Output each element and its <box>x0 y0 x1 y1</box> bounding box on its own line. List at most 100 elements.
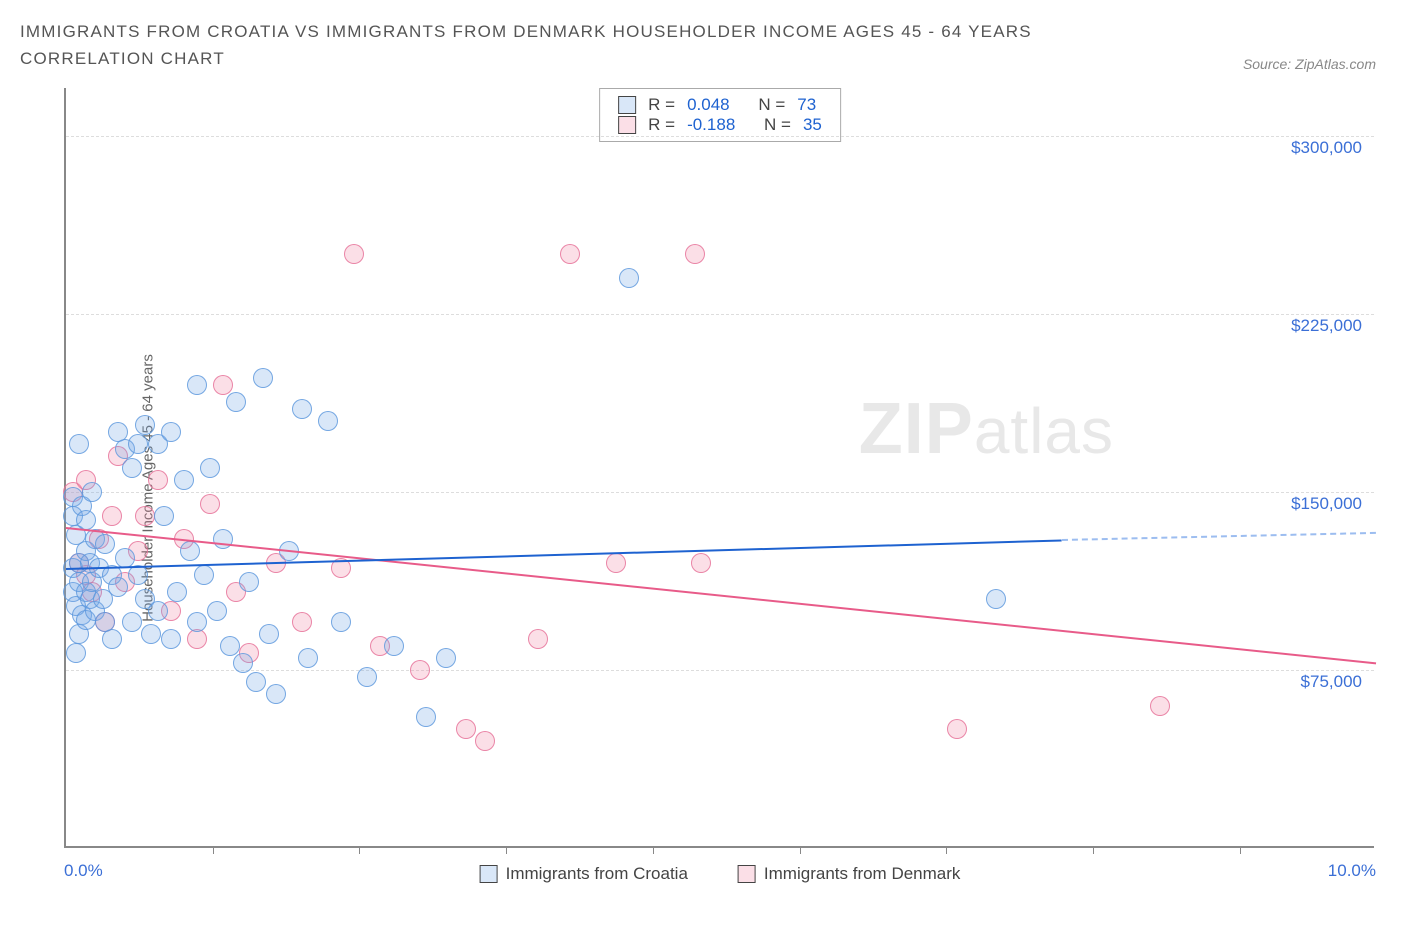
data-point <box>986 589 1006 609</box>
data-point <box>180 541 200 561</box>
data-point <box>266 684 286 704</box>
data-point <box>947 719 967 739</box>
chart-container: Householder Income Ages 45 - 64 years ZI… <box>20 88 1386 888</box>
data-point <box>82 482 102 502</box>
data-point <box>475 731 495 751</box>
plot-area: ZIPatlas R = 0.048 N = 73 R = -0.188 N =… <box>64 88 1374 848</box>
data-point <box>239 572 259 592</box>
stat-n-a: 73 <box>797 95 816 115</box>
legend-item-a: Immigrants from Croatia <box>480 864 688 884</box>
data-point <box>135 415 155 435</box>
y-tick-label: $225,000 <box>1291 316 1362 336</box>
data-point <box>108 577 128 597</box>
data-point <box>528 629 548 649</box>
data-point <box>1150 696 1170 716</box>
data-point <box>606 553 626 573</box>
legend-label-a: Immigrants from Croatia <box>506 864 688 884</box>
x-max-label: 10.0% <box>1328 861 1376 881</box>
legend-label-b: Immigrants from Denmark <box>764 864 960 884</box>
data-point <box>69 434 89 454</box>
data-point <box>122 612 142 632</box>
stats-swatch-a <box>618 96 636 114</box>
stats-box: R = 0.048 N = 73 R = -0.188 N = 35 <box>599 88 841 142</box>
data-point <box>187 612 207 632</box>
stat-r-a: 0.048 <box>687 95 730 115</box>
data-point <box>253 368 273 388</box>
data-point <box>167 582 187 602</box>
data-point <box>122 458 142 478</box>
data-point <box>416 707 436 727</box>
data-point <box>685 244 705 264</box>
data-point <box>226 392 246 412</box>
gridline <box>66 492 1374 493</box>
data-point <box>344 244 364 264</box>
data-point <box>456 719 476 739</box>
x-tick <box>800 846 801 854</box>
gridline <box>66 670 1374 671</box>
data-point <box>259 624 279 644</box>
data-point <box>200 458 220 478</box>
stats-row-a: R = 0.048 N = 73 <box>618 95 822 115</box>
x-min-label: 0.0% <box>64 861 103 881</box>
data-point <box>318 411 338 431</box>
data-point <box>619 268 639 288</box>
y-tick-label: $150,000 <box>1291 494 1362 514</box>
x-tick <box>1240 846 1241 854</box>
x-tick <box>506 846 507 854</box>
data-point <box>161 629 181 649</box>
data-point <box>436 648 456 668</box>
x-tick <box>1093 846 1094 854</box>
data-point <box>298 648 318 668</box>
data-point <box>148 601 168 621</box>
data-point <box>220 636 240 656</box>
data-point <box>102 506 122 526</box>
source-credit: Source: ZipAtlas.com <box>1243 56 1386 72</box>
data-point <box>187 375 207 395</box>
data-point <box>207 601 227 621</box>
data-point <box>213 529 233 549</box>
data-point <box>102 629 122 649</box>
data-point <box>148 470 168 490</box>
data-point <box>154 506 174 526</box>
data-point <box>246 672 266 692</box>
x-tick <box>946 846 947 854</box>
stat-n-b: 35 <box>803 115 822 135</box>
data-point <box>357 667 377 687</box>
legend-swatch-b <box>738 865 756 883</box>
data-point <box>410 660 430 680</box>
gridline <box>66 314 1374 315</box>
trendline <box>1062 532 1376 541</box>
data-point <box>76 510 96 530</box>
data-point <box>135 506 155 526</box>
data-point <box>384 636 404 656</box>
data-point <box>174 470 194 490</box>
chart-title: IMMIGRANTS FROM CROATIA VS IMMIGRANTS FR… <box>20 18 1120 72</box>
y-tick-label: $300,000 <box>1291 138 1362 158</box>
data-point <box>128 434 148 454</box>
data-point <box>200 494 220 514</box>
y-tick-label: $75,000 <box>1301 672 1362 692</box>
data-point <box>560 244 580 264</box>
data-point <box>141 624 161 644</box>
x-tick <box>359 846 360 854</box>
x-tick <box>213 846 214 854</box>
stats-swatch-b <box>618 116 636 134</box>
legend-item-b: Immigrants from Denmark <box>738 864 960 884</box>
legend: Immigrants from Croatia Immigrants from … <box>480 864 961 884</box>
data-point <box>66 643 86 663</box>
trendline <box>66 527 1376 664</box>
data-point <box>292 612 312 632</box>
watermark: ZIPatlas <box>859 388 1114 470</box>
legend-swatch-a <box>480 865 498 883</box>
data-point <box>95 534 115 554</box>
data-point <box>691 553 711 573</box>
data-point <box>213 375 233 395</box>
data-point <box>161 422 181 442</box>
stats-row-b: R = -0.188 N = 35 <box>618 115 822 135</box>
data-point <box>194 565 214 585</box>
data-point <box>331 612 351 632</box>
gridline <box>66 136 1374 137</box>
stat-r-b: -0.188 <box>687 115 735 135</box>
x-tick <box>653 846 654 854</box>
data-point <box>233 653 253 673</box>
